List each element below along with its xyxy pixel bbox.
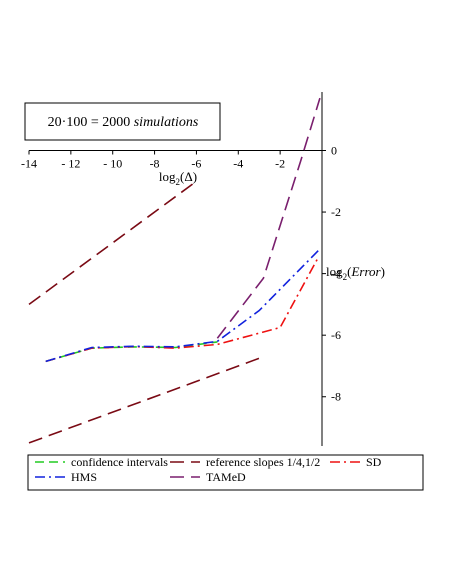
y-axis-label-close: ) — [381, 264, 385, 279]
x-ticks: -14 - 12 - 10 -8 -6 -4 -2 — [21, 150, 285, 170]
x-tick-label: -6 — [191, 156, 201, 170]
y-tick-label: -6 — [331, 328, 341, 342]
series-sd — [45, 257, 319, 363]
y-axis-label-italic: Error — [350, 264, 381, 279]
x-axis-label-sub: 2 — [176, 177, 181, 187]
y-ticks: 0 -2 -4 -6 -8 — [322, 143, 341, 404]
x-axis-label: log2(Δ) — [159, 169, 197, 187]
legend-frame — [27, 454, 424, 491]
title-box-frame — [24, 102, 221, 141]
legend-label-sd: SD — [366, 455, 382, 469]
series-reference-slopes-1-4-1-2 — [28, 180, 197, 306]
legend: confidence intervals reference slopes 1/4… — [27, 454, 424, 491]
axes: -14 - 12 - 10 -8 -6 -4 -2 0 -2 -4 -6 -8 — [21, 92, 341, 446]
x-tick-label: -4 — [233, 156, 243, 170]
y-tick-label: -2 — [331, 205, 341, 219]
x-tick-label: - 12 — [61, 156, 80, 170]
chart-title-box: 20·100 = 2000 simulations — [24, 102, 221, 141]
plot-series — [28, 97, 321, 444]
y-axis-label-sub: 2 — [343, 272, 348, 282]
x-tick-label: -2 — [275, 156, 285, 170]
x-axis-label-log: log — [159, 169, 176, 184]
legend-label-hms: HMS — [71, 470, 97, 484]
legend-label-reference-slopes-1-4-1-2: reference slopes 1/4,1/2 — [206, 455, 320, 469]
chart-title: 20·100 = 2000 simulations — [48, 115, 199, 130]
legend-label-tamed: TAMeD — [206, 470, 246, 484]
chart-title-prefix: 20·100 = 2000 — [48, 115, 134, 130]
y-axis-label: log2(Error) — [326, 264, 385, 282]
x-axis-label-rest: (Δ) — [180, 169, 197, 184]
y-axis-label-open: ( — [347, 264, 351, 279]
y-tick-label: -4 — [331, 267, 341, 281]
x-tick-label: - 10 — [103, 156, 122, 170]
series-hms — [45, 248, 321, 363]
chart-title-italic: simulations — [134, 115, 199, 130]
y-tick-label: -8 — [331, 390, 341, 404]
legend-label-confidence-intervals: confidence intervals — [71, 455, 168, 469]
x-tick-label: -14 — [21, 156, 37, 170]
x-tick-label: -8 — [150, 156, 160, 170]
series-tamed — [216, 97, 321, 339]
y-axis-label-log: log — [326, 264, 343, 279]
series-reference-slopes-1-4-1-2 — [28, 357, 260, 444]
y-tick-label: 0 — [331, 143, 337, 157]
